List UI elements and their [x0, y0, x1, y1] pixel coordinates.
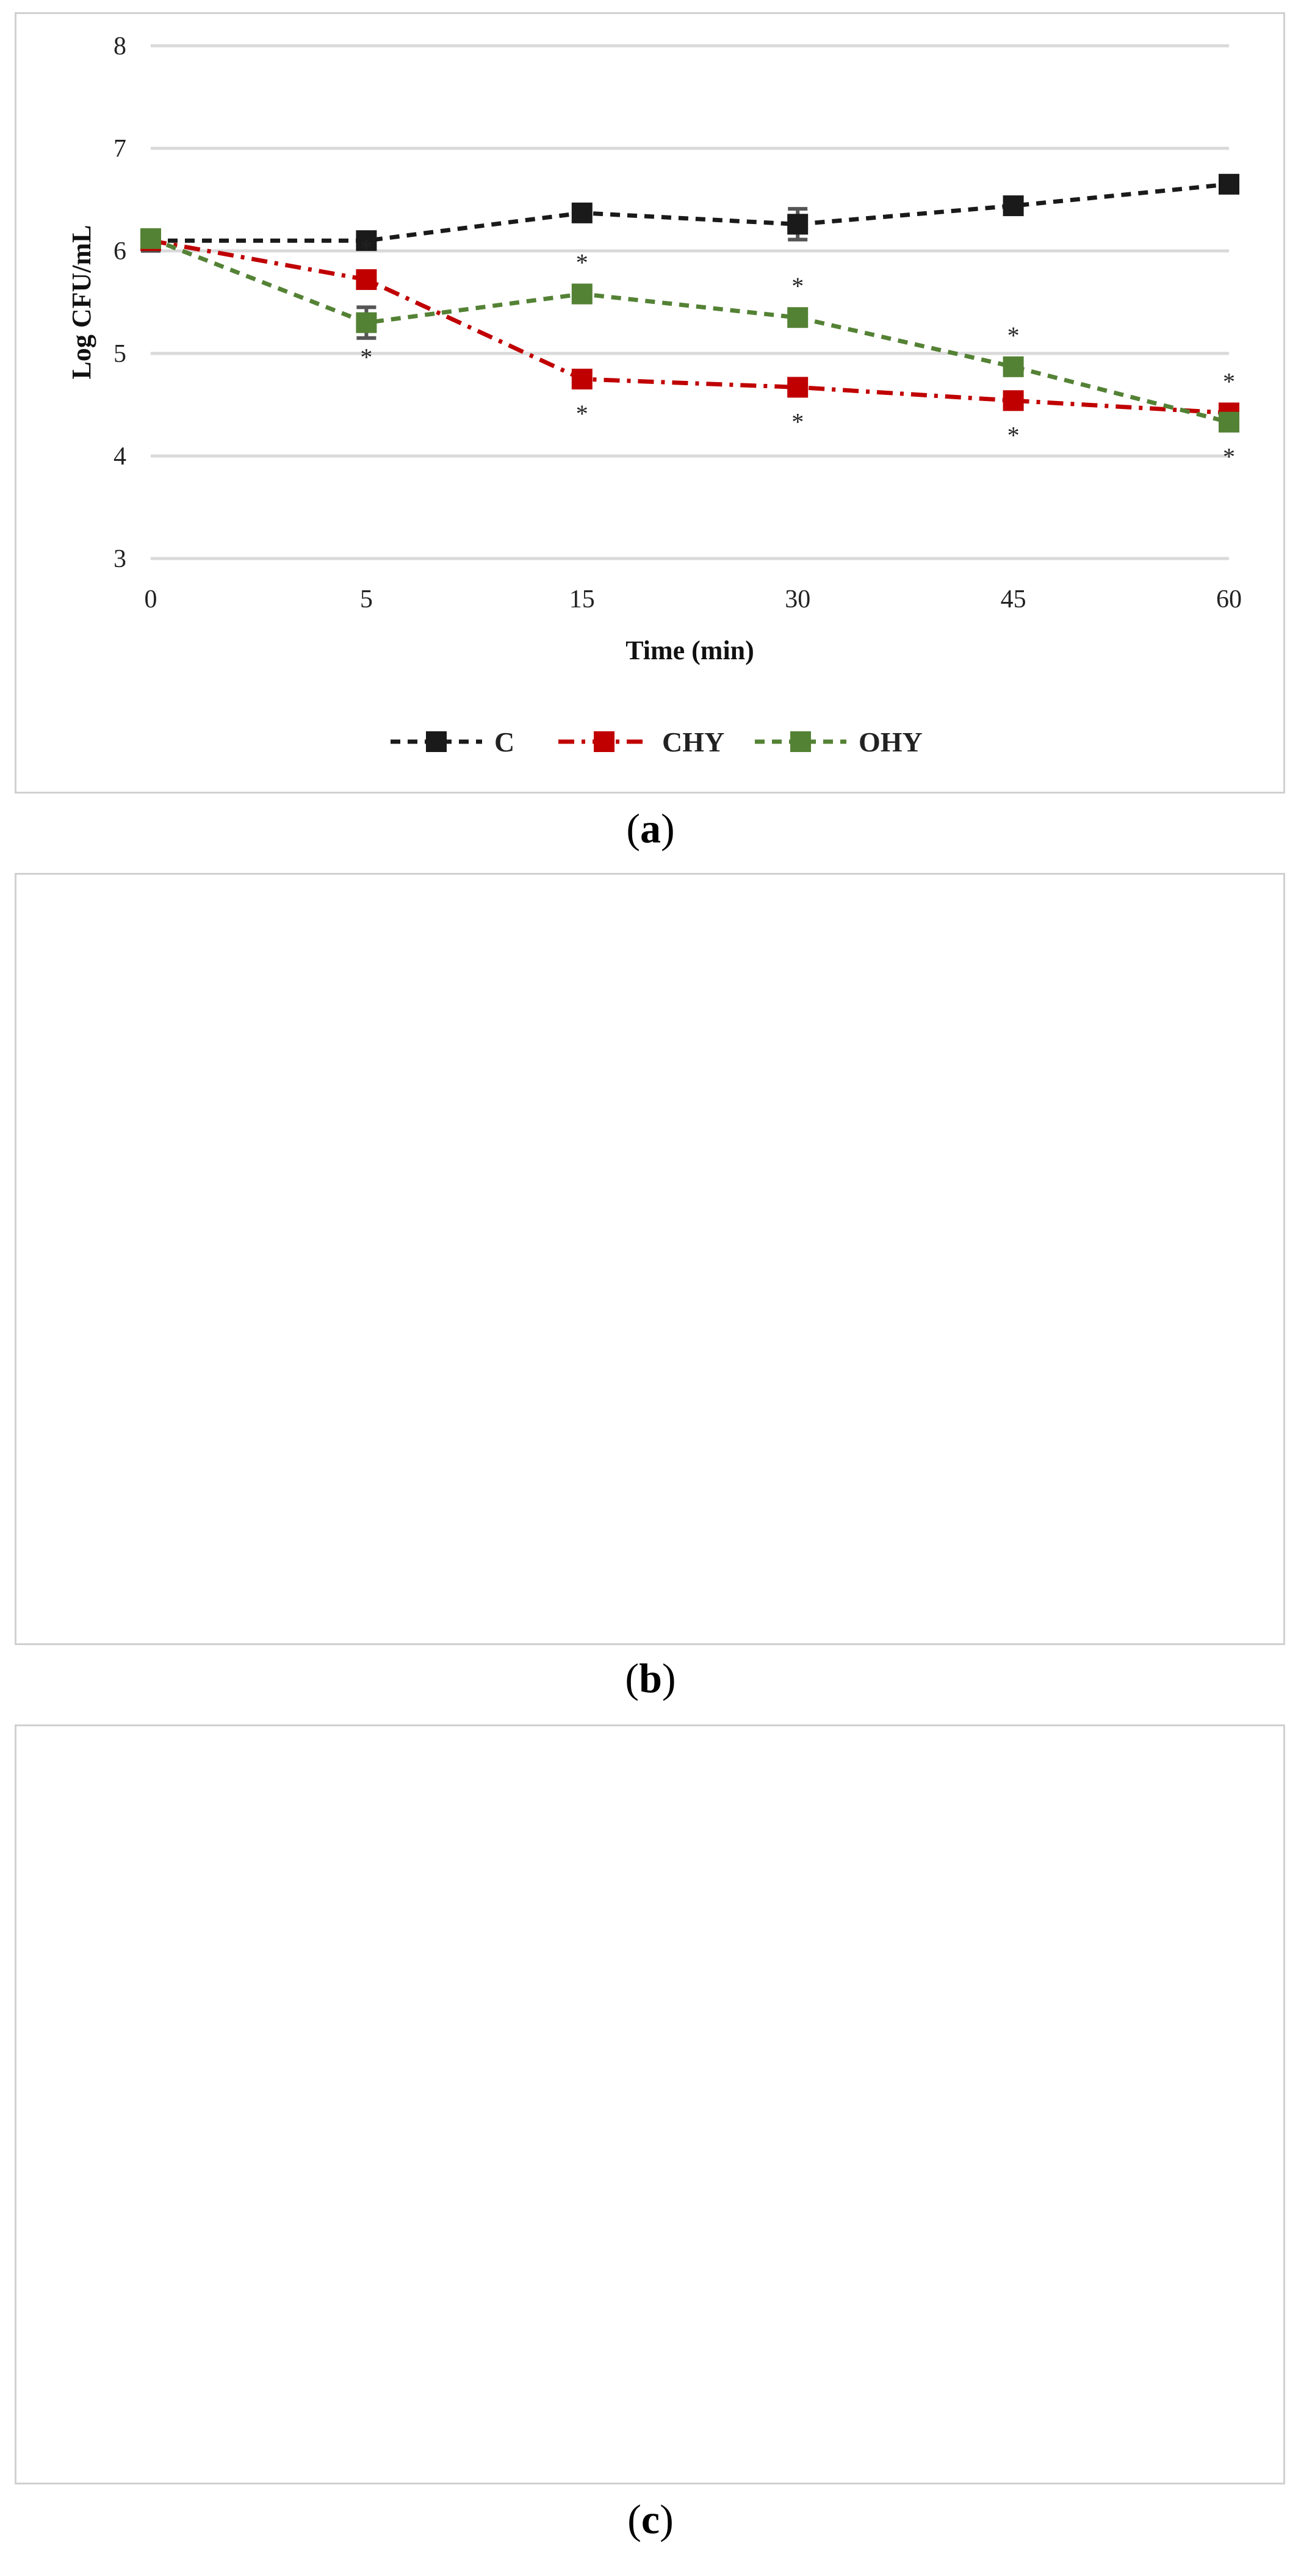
x-tick-label: 45	[1001, 585, 1026, 613]
caption-letter: b	[639, 1655, 662, 1701]
significance-star: *	[576, 249, 588, 277]
caption-close-paren: )	[660, 2496, 674, 2542]
caption-c: (c)	[0, 2495, 1301, 2544]
data-point-C	[1003, 195, 1024, 217]
y-axis-label: Log CFU/mL	[67, 225, 96, 380]
significance-star: *	[791, 272, 804, 300]
data-point-OHY	[787, 307, 809, 328]
data-point-CHY	[787, 377, 809, 398]
data-point-OHY	[1219, 411, 1239, 433]
data-point-OHY	[140, 228, 161, 249]
chart-panel-c	[15, 1724, 1285, 2484]
x-tick-label: 5	[360, 585, 373, 613]
data-point-OHY	[1003, 356, 1024, 377]
significance-star: *	[1007, 421, 1020, 449]
caption-close-paren: )	[661, 805, 675, 852]
caption-open-paren: (	[625, 1655, 640, 1701]
series-line-CHY	[150, 238, 1230, 415]
significance-star: *	[1223, 367, 1235, 395]
y-tick-label: 4	[114, 443, 126, 471]
series-line-C	[151, 182, 1230, 243]
chart-panel-b	[15, 873, 1285, 1645]
data-point-C	[1219, 173, 1239, 195]
x-tick-label: 60	[1216, 585, 1242, 613]
legend-label-CHY: CHY	[662, 726, 724, 758]
x-axis-label: Time (min)	[625, 635, 754, 665]
caption-a: (a)	[0, 805, 1301, 853]
caption-letter: a	[640, 805, 661, 852]
data-point-CHY	[356, 269, 377, 291]
legend-marker-OHY	[790, 731, 811, 752]
y-tick-label: 5	[114, 340, 126, 368]
caption-b: (b)	[0, 1654, 1301, 1702]
significance-star: *	[1223, 443, 1235, 471]
data-point-C	[356, 230, 377, 251]
significance-star: *	[360, 234, 372, 262]
legend-label-C: C	[494, 726, 514, 758]
caption-close-paren: )	[661, 1655, 676, 1701]
legend-label-OHY: OHY	[859, 726, 923, 758]
significance-star: *	[1007, 322, 1020, 349]
data-point-CHY	[571, 369, 593, 389]
significance-star: *	[360, 344, 372, 371]
x-tick-label: 30	[785, 585, 810, 613]
y-tick-label: 8	[114, 32, 126, 60]
data-point-C	[787, 214, 809, 235]
data-point-CHY	[1003, 390, 1024, 411]
caption-letter: c	[641, 2496, 660, 2542]
legend-marker-CHY	[594, 731, 614, 752]
y-tick-label: 3	[114, 545, 126, 573]
y-tick-label: 7	[114, 135, 126, 163]
x-tick-label: 0	[145, 585, 157, 613]
data-point-OHY	[571, 283, 593, 305]
significance-star: *	[791, 408, 804, 435]
caption-open-paren: (	[626, 805, 640, 852]
series-line-OHY	[150, 236, 1230, 424]
significance-star: *	[576, 400, 588, 427]
data-point-OHY	[356, 312, 377, 333]
legend-marker-C	[426, 731, 447, 752]
x-tick-label: 15	[569, 585, 595, 613]
caption-open-paren: (	[627, 2496, 641, 2542]
data-point-C	[571, 202, 593, 223]
y-tick-label: 6	[114, 237, 126, 266]
